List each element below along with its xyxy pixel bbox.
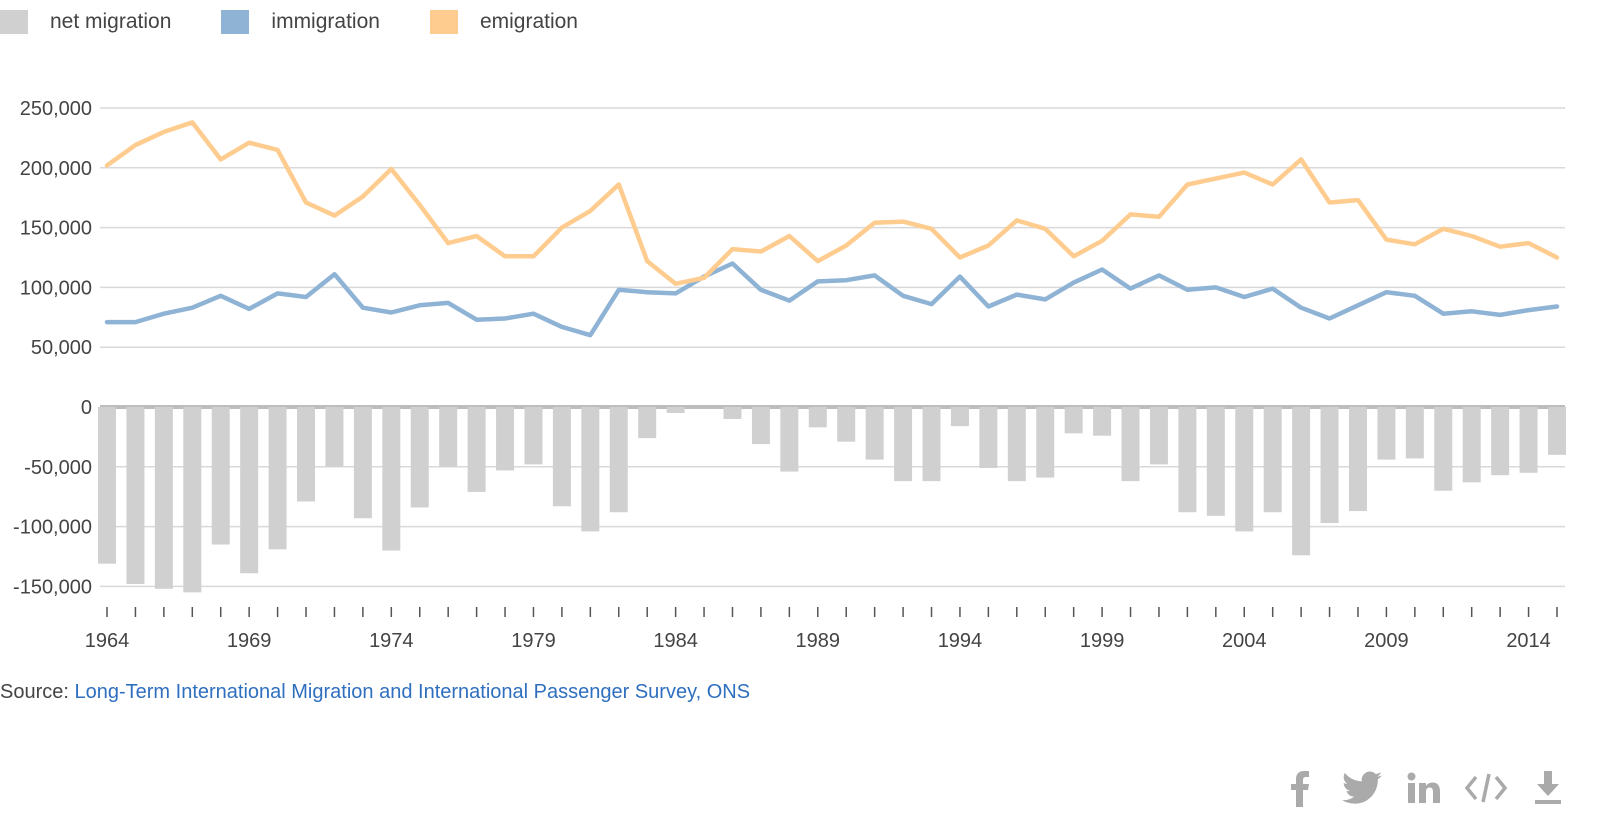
y-tick-label: 250,000 xyxy=(20,98,92,120)
net-migration-bar[interactable] xyxy=(1434,407,1453,491)
net-migration-bar[interactable] xyxy=(1235,407,1254,532)
net-migration-bar[interactable] xyxy=(268,407,287,550)
legend-swatch-immigration xyxy=(221,10,250,34)
y-tick-label: 100,000 xyxy=(20,277,92,299)
net-migration-bar[interactable] xyxy=(1121,407,1140,482)
net-migration-bar[interactable] xyxy=(1548,407,1566,455)
x-tick-label: 1974 xyxy=(369,630,414,652)
x-tick-label: 1999 xyxy=(1080,630,1125,652)
y-tick-label: -150,000 xyxy=(13,576,92,598)
legend-label-net-migration: net migration xyxy=(50,10,172,33)
y-tick-label: 0 xyxy=(81,397,92,419)
x-tick-label: 2014 xyxy=(1506,630,1551,652)
net-migration-bar[interactable] xyxy=(1206,407,1225,516)
twitter-icon[interactable] xyxy=(1340,766,1384,810)
net-migration-bar[interactable] xyxy=(552,407,571,507)
source-link[interactable]: Long-Term International Migration and In… xyxy=(74,681,751,703)
source-note: Source: Long-Term International Migratio… xyxy=(0,681,750,704)
share-toolbar xyxy=(1278,766,1570,810)
net-migration-bar[interactable] xyxy=(297,407,316,502)
chart-legend: net migration immigration emigration xyxy=(0,6,628,38)
net-migration-bars xyxy=(98,407,1566,593)
net-migration-bar[interactable] xyxy=(524,407,543,465)
linkedin-icon[interactable] xyxy=(1402,766,1446,810)
legend-swatch-net-migration xyxy=(0,10,28,34)
x-tick-label: 1989 xyxy=(796,630,841,652)
x-tick-label: 1964 xyxy=(85,630,130,652)
net-migration-bar[interactable] xyxy=(1292,407,1311,556)
y-tick-label: 200,000 xyxy=(20,158,92,180)
y-tick-label: 150,000 xyxy=(20,218,92,240)
net-migration-bar[interactable] xyxy=(183,407,202,593)
net-migration-bar[interactable] xyxy=(154,407,173,589)
net-migration-bar[interactable] xyxy=(1377,407,1396,460)
x-tick-label: 1984 xyxy=(653,630,698,652)
legend-item-immigration[interactable]: immigration xyxy=(221,10,380,34)
net-migration-bar[interactable] xyxy=(353,407,372,519)
net-migration-bar[interactable] xyxy=(240,407,259,574)
net-migration-bar[interactable] xyxy=(922,407,941,482)
net-migration-bar[interactable] xyxy=(581,407,600,532)
y-axis-labels: 250,000 200,000 150,000 100,000 50,000 0 -50,0… xyxy=(13,98,92,598)
download-icon[interactable] xyxy=(1526,766,1570,810)
facebook-icon[interactable] xyxy=(1278,766,1322,810)
net-migration-bar[interactable] xyxy=(808,407,827,428)
net-migration-bar[interactable] xyxy=(894,407,913,482)
net-migration-bar[interactable] xyxy=(1519,407,1538,473)
net-migration-bar[interactable] xyxy=(382,407,401,551)
x-tick-label: 2004 xyxy=(1222,630,1267,652)
net-migration-bar[interactable] xyxy=(1093,407,1112,436)
net-migration-bar[interactable] xyxy=(1149,407,1168,465)
x-tick-label: 1979 xyxy=(511,630,556,652)
net-migration-bar[interactable] xyxy=(126,407,145,585)
legend-item-emigration[interactable]: emigration xyxy=(429,10,578,34)
legend-label-emigration: emigration xyxy=(479,10,578,33)
x-tick-label: 1969 xyxy=(227,630,272,652)
net-migration-bar[interactable] xyxy=(1036,407,1055,478)
net-migration-bar[interactable] xyxy=(496,407,515,471)
net-migration-bar[interactable] xyxy=(1462,407,1481,483)
net-migration-bar[interactable] xyxy=(1320,407,1339,524)
source-prefix: Source: xyxy=(0,681,75,703)
net-migration-bar[interactable] xyxy=(211,407,230,545)
net-migration-bar[interactable] xyxy=(979,407,998,468)
net-migration-bar[interactable] xyxy=(1348,407,1367,512)
net-migration-bar[interactable] xyxy=(638,407,657,439)
net-migration-bar[interactable] xyxy=(439,407,458,467)
net-migration-bar[interactable] xyxy=(780,407,799,472)
net-migration-bar[interactable] xyxy=(1491,407,1510,476)
net-migration-bar[interactable] xyxy=(1007,407,1026,482)
net-migration-bar[interactable] xyxy=(410,407,429,508)
emigration-line[interactable] xyxy=(104,120,1560,287)
net-migration-bar[interactable] xyxy=(950,407,969,427)
y-tick-label: -50,000 xyxy=(24,457,92,479)
legend-label-immigration: immigration xyxy=(271,10,380,33)
net-migration-bar[interactable] xyxy=(1405,407,1424,459)
net-migration-bar[interactable] xyxy=(1178,407,1197,513)
line-series xyxy=(104,120,1560,338)
x-tick-label: 2009 xyxy=(1364,630,1409,652)
net-migration-bar[interactable] xyxy=(467,407,486,492)
net-migration-bar[interactable] xyxy=(98,407,116,564)
net-migration-bar[interactable] xyxy=(666,407,685,413)
x-axis: 1964 1969 1974 1979 1984 1989 1994 1999 2004 2009… xyxy=(85,607,1558,652)
net-migration-bar[interactable] xyxy=(609,407,628,513)
x-tick-label: 1994 xyxy=(938,630,983,652)
grid-lines xyxy=(100,107,1565,588)
net-migration-bar[interactable] xyxy=(1064,407,1083,434)
embed-code-icon[interactable] xyxy=(1464,766,1508,810)
chart-plot: 250,000 200,000 150,000 100,000 50,000 0 -50,0… xyxy=(13,98,1566,652)
net-migration-bar[interactable] xyxy=(751,407,770,445)
legend-item-net-migration[interactable]: net migration xyxy=(0,10,171,34)
net-migration-bar[interactable] xyxy=(723,407,742,419)
immigration-line[interactable] xyxy=(104,261,1560,338)
net-migration-bar[interactable] xyxy=(837,407,856,442)
y-tick-label: 50,000 xyxy=(31,337,92,359)
net-migration-bar[interactable] xyxy=(325,407,344,467)
net-migration-bar[interactable] xyxy=(865,407,884,460)
legend-swatch-emigration xyxy=(429,10,458,34)
net-migration-bar[interactable] xyxy=(1263,407,1282,513)
y-tick-label: -100,000 xyxy=(13,517,92,539)
